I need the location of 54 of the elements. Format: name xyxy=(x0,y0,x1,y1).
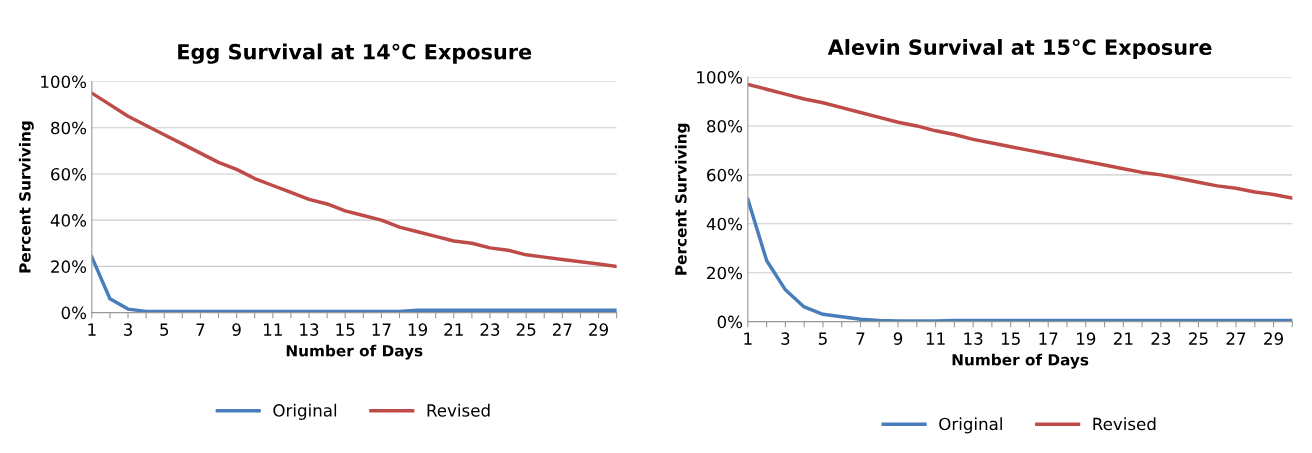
x-tick-label: 29 xyxy=(1264,332,1283,345)
y-tick-label: 100% xyxy=(697,70,743,84)
x-axis-title: Number of Days xyxy=(952,353,1089,369)
x-tick-label: 9 xyxy=(893,332,903,345)
x-tick-label: 5 xyxy=(818,332,827,345)
x-tick-label: 21 xyxy=(444,323,463,336)
x-tick-label: 1 xyxy=(744,332,752,345)
x-tick-label: 1 xyxy=(88,323,96,336)
x-tick-label: 5 xyxy=(160,323,169,336)
y-tick-label: 0% xyxy=(61,306,87,320)
x-tick-label: 19 xyxy=(408,323,428,336)
x-tick-label: 23 xyxy=(1151,332,1171,345)
line-series xyxy=(747,82,1293,200)
chart-title: Egg Survival at 14°C Exposure xyxy=(178,43,532,64)
x-tick-label: 11 xyxy=(264,323,282,336)
x-tick-label: 29 xyxy=(589,323,608,336)
x-tick-label: 13 xyxy=(964,332,983,345)
x-tick-label: 25 xyxy=(1189,332,1208,345)
x-tick-label: 9 xyxy=(232,323,241,336)
legend-label: Original xyxy=(273,403,337,420)
y-tick-label: 20% xyxy=(51,260,87,273)
x-tick-label: 17 xyxy=(1039,332,1058,345)
x-tick-label: 15 xyxy=(336,323,355,336)
x-tick-label: 23 xyxy=(480,323,500,336)
legend-label: Original xyxy=(939,417,1002,434)
y-tick-label: 60% xyxy=(51,167,87,181)
x-tick-label: 15 xyxy=(1001,332,1020,345)
x-tick-label: 27 xyxy=(1226,332,1246,345)
chart-title: Alevin Survival at 15°C Exposure xyxy=(827,38,1212,60)
y-tick-label: 80% xyxy=(707,119,743,133)
y-tick-label: 40% xyxy=(706,217,743,231)
y-axis-title: Percent Surviving xyxy=(674,123,690,275)
x-tick-label: 25 xyxy=(516,323,536,336)
x-tick-label: 19 xyxy=(1077,332,1096,345)
y-axis-title: Percent Surviving xyxy=(18,121,34,273)
y-tick-label: 20% xyxy=(707,266,743,280)
y-tick-label: 100% xyxy=(41,75,87,89)
x-tick-label: 7 xyxy=(856,332,865,345)
x-axis-title: Number of Days xyxy=(286,344,423,360)
x-tick-label: 21 xyxy=(1113,332,1133,345)
x-tick-label: 3 xyxy=(781,332,790,345)
x-tick-label: 17 xyxy=(372,323,391,336)
y-tick-label: 80% xyxy=(51,121,87,135)
y-tick-label: 60% xyxy=(707,168,743,182)
x-tick-label: 11 xyxy=(926,332,945,345)
x-tick-label: 7 xyxy=(196,323,205,336)
x-tick-label: 27 xyxy=(552,323,572,336)
y-tick-label: 0% xyxy=(717,315,743,329)
y-tick-label: 40% xyxy=(50,214,87,227)
line-series xyxy=(91,91,617,269)
x-tick-label: 3 xyxy=(124,323,132,336)
legend-label: Revised xyxy=(1093,417,1156,431)
x-tick-label: 13 xyxy=(300,323,319,336)
legend-label: Revised xyxy=(427,403,490,417)
